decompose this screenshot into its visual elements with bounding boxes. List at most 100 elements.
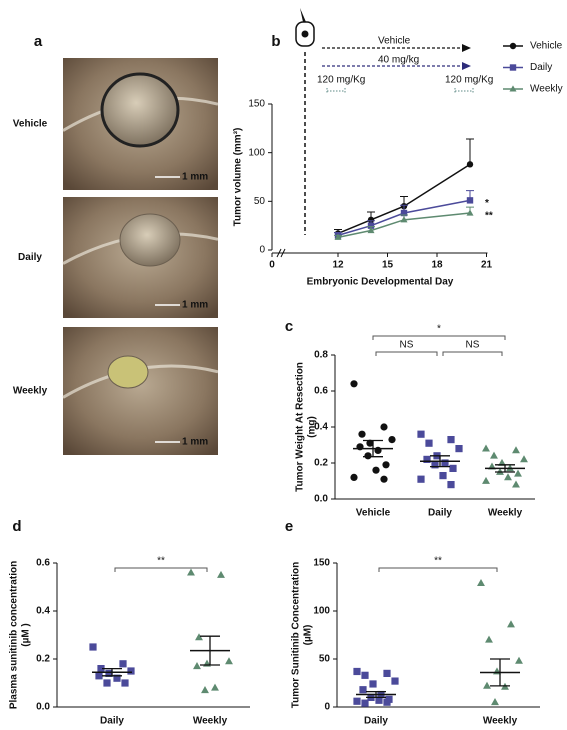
x-tick-label: Weekly [483, 716, 518, 727]
marker [350, 473, 358, 481]
x-axis-label: Embryonic Developmental Day [307, 277, 454, 288]
y-axis-label: Plasma sunitinib concentration [9, 561, 20, 709]
y-axis-label: (µM) [303, 625, 314, 646]
marker [372, 466, 380, 474]
sem-bar [363, 439, 383, 458]
legend-marker [509, 64, 517, 71]
marker [520, 455, 528, 463]
significance-label: ** [434, 556, 442, 567]
y-tick-label: 150 [248, 99, 265, 110]
x-tick-label: 21 [481, 260, 493, 271]
marker [380, 475, 388, 483]
marker [515, 656, 523, 664]
marker [388, 436, 396, 444]
marker [485, 635, 493, 643]
sem-bar [366, 690, 386, 699]
legend-marker [509, 85, 517, 92]
marker [366, 439, 374, 447]
marker [353, 667, 361, 676]
significance-bracket [378, 567, 498, 572]
weekly-dose-label: 120 mg/Kg [445, 75, 493, 86]
y-tick-label: 0.4 [314, 422, 328, 433]
x-tick-label: 18 [431, 260, 443, 271]
row-label: Daily [18, 252, 42, 263]
marker [447, 436, 455, 444]
weekly-dose-bracket [454, 88, 474, 94]
significance-bracket [114, 567, 208, 572]
marker [431, 461, 439, 469]
marker [193, 662, 201, 670]
x-tick-label: 15 [382, 260, 394, 271]
x-tick-label: 12 [332, 260, 344, 271]
marker [353, 697, 361, 705]
marker [382, 461, 390, 469]
marker [103, 679, 111, 687]
series-line [337, 212, 471, 239]
marker [491, 698, 499, 706]
marker [119, 660, 127, 668]
panel-letter: c [285, 318, 293, 335]
marker [466, 209, 474, 216]
significance-label: NS [400, 340, 414, 351]
marker [482, 444, 490, 452]
marker [423, 455, 431, 463]
scale-bar-label: 1 mm [182, 300, 208, 311]
vehicle-arrow-label: Vehicle [378, 36, 411, 47]
marker [367, 222, 375, 229]
marker [89, 643, 97, 651]
marker [334, 233, 342, 240]
marker [512, 446, 520, 454]
panel-letter: b [271, 33, 280, 50]
marker [380, 423, 388, 431]
y-tick-label: 100 [313, 606, 330, 617]
marker [105, 669, 113, 677]
marker [367, 226, 375, 234]
panel-letter: d [12, 518, 21, 535]
y-tick-label: 0.0 [36, 702, 50, 713]
y-axis-label: (mg) [307, 416, 318, 438]
marker [383, 669, 391, 677]
marker [121, 679, 129, 687]
x-tick-label: 0 [269, 260, 275, 271]
sem-bar [495, 464, 515, 473]
weekly-dose-label: 120 mg/Kg [317, 75, 365, 86]
x-tick-label: Weekly [193, 716, 228, 727]
marker [482, 476, 490, 484]
legend-label: Daily [530, 62, 552, 73]
y-tick-label: 100 [248, 147, 265, 158]
marker [367, 216, 375, 224]
tumor [100, 72, 180, 148]
sem-bar [490, 658, 510, 687]
marker [455, 445, 463, 453]
y-tick-label: 0 [324, 702, 330, 713]
y-axis-label: (µM ) [21, 623, 32, 647]
marker [369, 680, 377, 688]
y-tick-label: 150 [313, 558, 330, 569]
marker [187, 568, 195, 576]
y-axis-label: Tumor Sunitinib Concentration [291, 562, 302, 708]
y-tick-label: 50 [254, 196, 266, 207]
panel-letter: a [34, 33, 43, 50]
marker [361, 699, 369, 707]
x-tick-label: Daily [100, 716, 124, 727]
y-tick-label: 0.2 [314, 458, 328, 469]
marker [358, 430, 366, 438]
x-tick-label: Daily [428, 508, 452, 519]
sem-bar [430, 455, 450, 468]
marker [217, 570, 225, 578]
y-tick-label: 0.0 [314, 494, 328, 505]
marker [211, 683, 219, 691]
y-tick-label: 0.4 [36, 606, 50, 617]
significance-label: ** [485, 211, 493, 222]
series-line [337, 163, 471, 235]
marker [447, 481, 455, 489]
marker [425, 439, 433, 447]
legend-label: Weekly [530, 84, 563, 95]
daily-arrow-label: 40 mg/kg [378, 55, 419, 66]
marker [97, 665, 105, 673]
y-tick-label: 0.6 [36, 558, 50, 569]
photo [63, 327, 218, 455]
marker [507, 620, 515, 628]
x-tick-label: Daily [364, 716, 388, 727]
marker [504, 473, 512, 481]
